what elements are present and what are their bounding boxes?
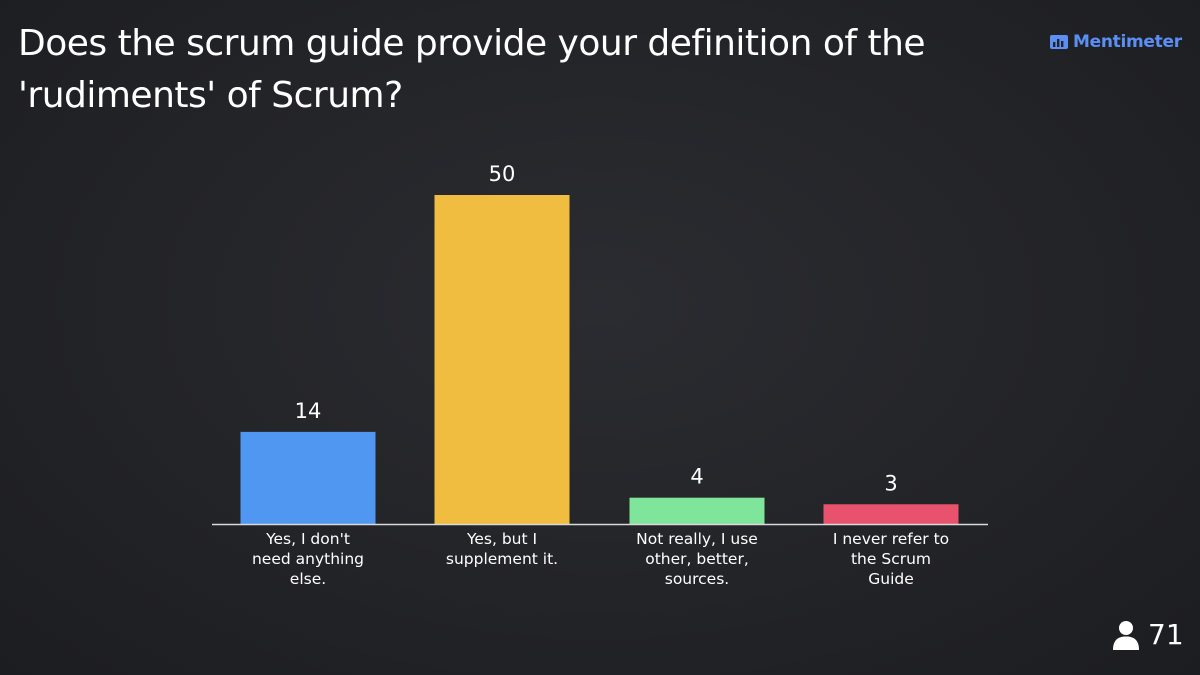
category-label-1: Yes, I don't need anything else. <box>252 530 364 588</box>
category-label-line: else. <box>290 570 326 588</box>
brand-name: Mentimeter <box>1073 32 1182 52</box>
category-label-4: I never refer to the Scrum Guide <box>833 530 949 588</box>
category-label-line: sources. <box>665 570 729 588</box>
bar-1 <box>240 431 376 524</box>
category-label-line: I never refer to <box>833 530 949 548</box>
category-label-line: Guide <box>868 570 914 588</box>
bar-value-label-1: 14 <box>295 399 322 423</box>
bar-value-label-3: 4 <box>690 465 703 489</box>
bar-2 <box>434 195 570 524</box>
category-label-line: supplement it. <box>446 550 558 568</box>
category-label-line: Yes, I don't <box>265 530 350 548</box>
bar-value-label-4: 3 <box>884 471 897 495</box>
bar-4 <box>823 504 959 524</box>
person-icon <box>1113 620 1139 650</box>
question-title: Does the scrum guide provide your defini… <box>18 23 926 116</box>
category-label-line: other, better, <box>645 550 749 568</box>
category-label-line: the Scrum <box>851 550 931 568</box>
participant-count-value: 71 <box>1148 618 1184 651</box>
category-label-2: Yes, but I supplement it. <box>446 530 558 568</box>
category-label-line: need anything <box>252 550 364 568</box>
category-label-3: Not really, I use other, better, sources. <box>636 530 758 588</box>
participant-count: 71 <box>1112 618 1184 651</box>
bar-3 <box>629 497 765 524</box>
category-label-line: Yes, but I <box>466 530 537 548</box>
bar-chart-icon <box>1050 35 1068 49</box>
mentimeter-logo: Mentimeter <box>1050 32 1190 52</box>
bar-value-label-2: 50 <box>489 162 516 186</box>
category-label-line: Not really, I use <box>636 530 758 548</box>
